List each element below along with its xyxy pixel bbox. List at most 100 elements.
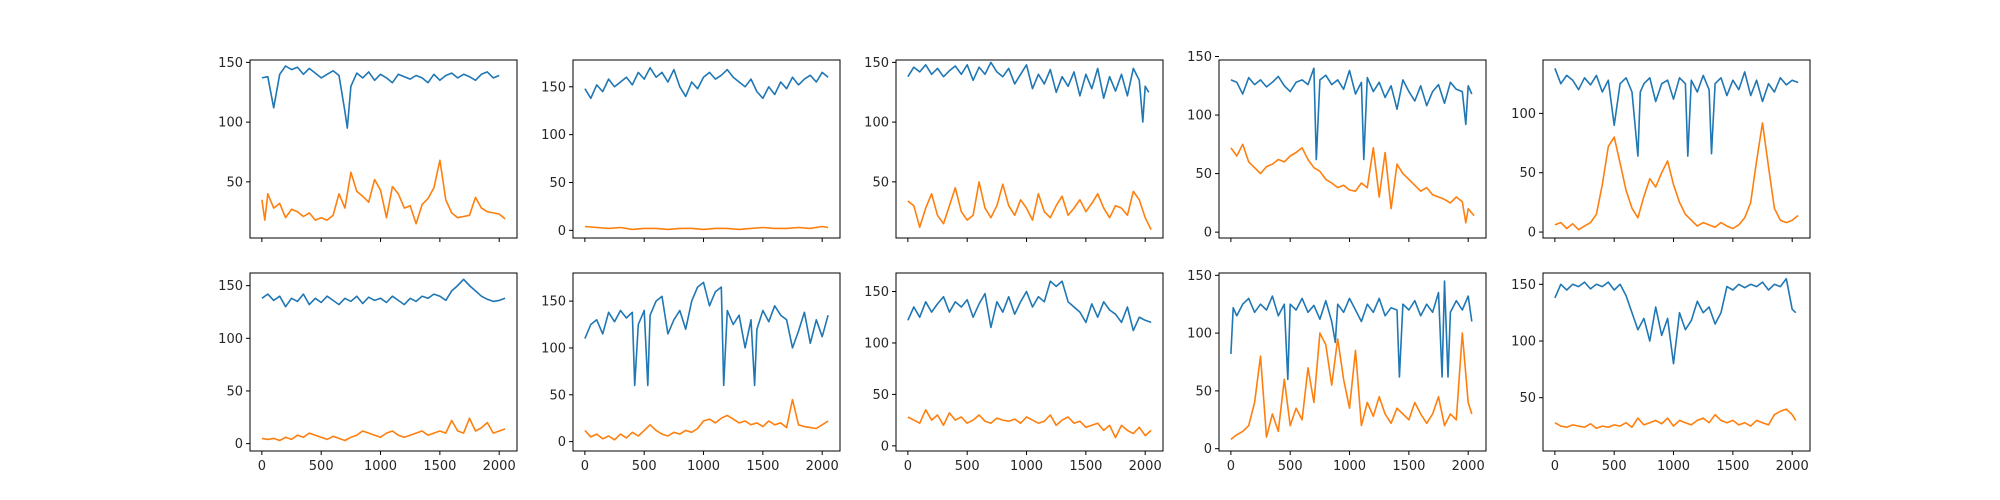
x-tick-label: 2000 (1452, 459, 1485, 474)
x-tick-label: 2000 (483, 459, 516, 474)
axes-frame (249, 59, 518, 239)
x-tick-label: 500 (309, 459, 334, 474)
series-line-blue (907, 280, 1152, 332)
y-tick-label: 50 (1195, 167, 1212, 182)
y-tick-label: 150 (864, 56, 889, 71)
y-tick-label: 50 (549, 388, 566, 403)
axes-frame (572, 59, 841, 239)
x-tick-label: 1500 (1069, 459, 1102, 474)
y-tick-label: 50 (1195, 384, 1212, 399)
axes-frame (1542, 272, 1811, 452)
y-tick-label: 150 (541, 80, 566, 95)
y-tick-label: 150 (218, 56, 243, 71)
y-tick-label: 100 (218, 332, 243, 347)
series-line-blue (261, 278, 506, 308)
x-tick-label: 0 (1227, 459, 1235, 474)
series-line-blue (1230, 280, 1473, 381)
x-tick-label: 1500 (1392, 459, 1425, 474)
y-tick-label: 0 (1528, 226, 1536, 241)
x-tick-label: 2000 (1129, 459, 1162, 474)
y-tick-label: 50 (1519, 166, 1536, 181)
y-tick-label: 150 (218, 279, 243, 294)
x-tick-label: 1000 (687, 459, 720, 474)
series-line-blue (907, 61, 1150, 123)
y-tick-label: 50 (226, 175, 243, 190)
y-tick-label: 100 (864, 116, 889, 131)
y-tick-label: 100 (218, 116, 243, 131)
x-tick-label: 2000 (806, 459, 839, 474)
y-tick-label: 100 (864, 336, 889, 351)
x-tick-label: 1500 (423, 459, 456, 474)
series-line-orange (1554, 122, 1799, 231)
y-tick-label: 100 (1187, 327, 1212, 342)
series-line-orange (261, 417, 506, 442)
series-line-blue (1554, 68, 1799, 157)
x-tick-label: 1000 (1333, 459, 1366, 474)
series-line-orange (1230, 332, 1473, 441)
axes-frame (1218, 59, 1487, 239)
series-line-blue (1230, 67, 1473, 161)
y-tick-label: 0 (558, 435, 566, 450)
series-line-blue (261, 65, 500, 129)
x-tick-label: 500 (1278, 459, 1303, 474)
y-tick-label: 150 (1187, 50, 1212, 65)
x-tick-label: 2000 (1776, 459, 1809, 474)
x-tick-label: 500 (1602, 459, 1627, 474)
series-line-blue (1554, 277, 1797, 365)
axes-frame (895, 59, 1164, 239)
x-tick-label: 0 (258, 459, 266, 474)
y-tick-label: 100 (541, 341, 566, 356)
series-line-orange (907, 408, 1152, 439)
y-tick-label: 0 (558, 224, 566, 239)
series-line-orange (1230, 143, 1475, 224)
subplot-5: 0 50 100 (1511, 59, 1811, 242)
subplot-1: 50 100 150 (218, 56, 518, 242)
y-tick-label: 50 (872, 175, 889, 190)
y-tick-label: 50 (549, 176, 566, 191)
x-tick-label: 1500 (746, 459, 779, 474)
series-line-blue (584, 281, 829, 387)
x-tick-label: 1000 (1657, 459, 1690, 474)
series-line-orange (584, 398, 829, 441)
subplot-2: 0 50 100 150 (541, 59, 841, 242)
subplot-4: 0 50 100 150 (1187, 50, 1487, 242)
y-tick-label: 150 (1187, 269, 1212, 284)
y-tick-label: 0 (1204, 226, 1212, 241)
y-tick-label: 50 (226, 384, 243, 399)
y-tick-label: 100 (1187, 109, 1212, 124)
axes-frame (572, 272, 841, 452)
x-tick-label: 500 (955, 459, 980, 474)
y-tick-label: 0 (235, 437, 243, 452)
y-tick-label: 100 (1511, 335, 1536, 350)
x-tick-label: 1500 (1716, 459, 1749, 474)
y-tick-label: 150 (864, 285, 889, 300)
axes-frame (249, 272, 518, 452)
y-tick-label: 0 (1204, 442, 1212, 457)
axes-frame (895, 272, 1164, 452)
y-tick-label: 50 (1519, 391, 1536, 406)
axes-frame (1542, 59, 1811, 239)
series-line-blue (584, 66, 829, 100)
y-tick-label: 150 (541, 295, 566, 310)
series-line-orange (1554, 408, 1797, 430)
y-tick-label: 150 (1511, 278, 1536, 293)
axes-frame (1218, 272, 1487, 452)
x-tick-label: 1000 (1010, 459, 1043, 474)
x-tick-label: 0 (904, 459, 912, 474)
y-tick-label: 50 (872, 388, 889, 403)
x-tick-label: 0 (581, 459, 589, 474)
x-tick-label: 0 (1551, 459, 1559, 474)
y-tick-label: 0 (881, 439, 889, 454)
series-line-orange (907, 181, 1152, 230)
subplot-3: 50 100 150 (864, 56, 1164, 242)
x-tick-label: 1000 (364, 459, 397, 474)
x-tick-label: 500 (632, 459, 657, 474)
series-line-orange (584, 225, 829, 231)
series-line-orange (261, 159, 506, 225)
